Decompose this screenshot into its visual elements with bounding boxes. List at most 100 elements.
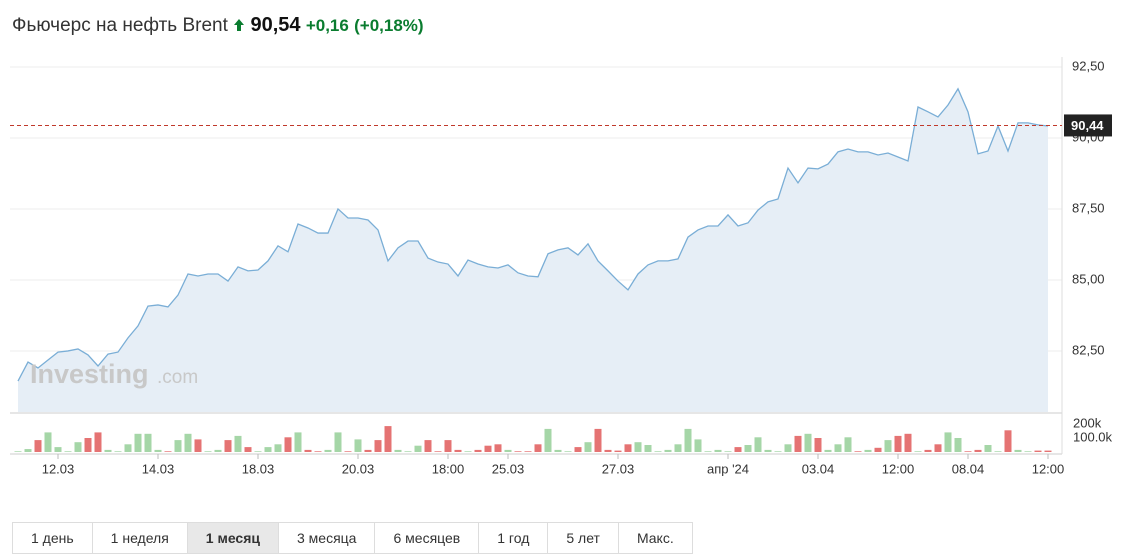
volume-tick-label: 100.0k (1073, 429, 1113, 444)
volume-bar (524, 451, 532, 452)
volume-bar (134, 433, 142, 452)
volume-bar (144, 433, 152, 452)
range-buttons: 1 день 1 неделя 1 месяц 3 месяца 6 месяцев 1 … (12, 522, 693, 554)
volume-bar (544, 428, 552, 452)
volume-bar (284, 437, 292, 452)
range-button[interactable]: 3 месяца (279, 523, 376, 553)
volume-bar (1004, 430, 1012, 452)
x-tick-label: 03.04 (802, 461, 835, 476)
volume-bar (54, 447, 62, 452)
volume-bar (1014, 449, 1022, 452)
y-tick-label: 85,00 (1072, 271, 1105, 286)
volume-bar (514, 451, 522, 452)
volume-bar (174, 440, 182, 452)
volume-bar (354, 439, 362, 452)
volume-bar (784, 444, 792, 452)
change-pct: (+0,18%) (354, 16, 424, 35)
volume-bar (954, 438, 962, 452)
price: 90,54 (250, 14, 301, 36)
x-tick-label: 12:00 (882, 461, 915, 476)
volume-bar (304, 449, 312, 452)
range-button[interactable]: 6 месяцев (375, 523, 480, 553)
volume-bar (794, 435, 802, 452)
x-tick-label: 08.04 (952, 461, 985, 476)
volume-bar (934, 444, 942, 452)
last-price-label: 90,44 (1071, 118, 1104, 133)
x-tick-label: апр '24 (707, 461, 749, 476)
header: Фьючерс на нефть Brent 90,54 +0,16 (+0,1… (12, 14, 424, 37)
price-line (17, 87, 1049, 382)
volume-bar (484, 445, 492, 452)
volume-bar (194, 439, 202, 452)
volume-bar (894, 435, 902, 452)
volume-bar (684, 428, 692, 452)
volume-bar (854, 451, 862, 452)
range-button[interactable]: 5 лет (548, 523, 619, 553)
volume-bar (124, 444, 132, 452)
x-tick-label: 27.03 (602, 461, 635, 476)
volume-bar (724, 451, 732, 452)
x-tick-label: 12:00 (1032, 461, 1065, 476)
volume-bar (154, 449, 162, 452)
volume-bar (734, 447, 742, 452)
range-button[interactable]: 1 месяц (187, 523, 279, 553)
volume-bar (104, 449, 112, 452)
volume-bar (1024, 451, 1032, 452)
volume-bar (614, 450, 622, 452)
volume-bar (254, 451, 262, 452)
last-price-box (1064, 114, 1112, 137)
range-button[interactable]: 1 неделя (93, 523, 188, 553)
change: +0,16 (305, 16, 349, 35)
y-tick-label: 82,50 (1072, 342, 1105, 357)
volume-bar (644, 445, 652, 452)
volume-bar (434, 451, 442, 452)
x-tick-label: 18:00 (432, 461, 465, 476)
volume-bar (264, 447, 272, 452)
range-button[interactable]: 1 день (13, 523, 93, 553)
volume-bar (334, 432, 342, 452)
volume-bar (964, 451, 972, 452)
range-button[interactable]: Макс. (636, 530, 674, 546)
volume-bar (974, 449, 982, 452)
volume-bar (1044, 450, 1052, 452)
volume-bar (64, 451, 72, 452)
volume-bar (384, 426, 392, 452)
volume-bar (414, 445, 422, 452)
volume-bar (754, 437, 762, 452)
volume-bar (884, 440, 892, 452)
volume-bar (204, 451, 212, 452)
volume-bar (834, 444, 842, 452)
volume-bar (824, 449, 832, 452)
volume-bar (494, 444, 502, 452)
volume-bar (624, 444, 632, 452)
volume-bar (404, 451, 412, 452)
volume-bar (944, 432, 952, 452)
volume-bar (394, 449, 402, 452)
volume-bar (374, 440, 382, 452)
volume-bar (864, 449, 872, 452)
volume-bar (874, 447, 882, 452)
volume-bar (594, 428, 602, 452)
range-button[interactable]: 1 год (479, 523, 549, 553)
volume-bar (364, 449, 372, 452)
volume-bar (84, 438, 92, 452)
title: Фьючерс на нефть Brent (12, 15, 228, 36)
y-tick-label: 87,50 (1072, 200, 1105, 215)
volume-bar (584, 442, 592, 452)
volume-bar (554, 449, 562, 452)
volume-bar (344, 451, 352, 452)
volume-bar (634, 442, 642, 452)
volume-bar (294, 432, 302, 452)
volume-bar (914, 451, 922, 452)
volume-bar (904, 433, 912, 452)
volume-bar (464, 451, 472, 452)
volume-bar (34, 440, 42, 452)
volume-bar (604, 449, 612, 452)
volume-bar (114, 451, 122, 452)
x-tick-label: 18.03 (242, 461, 275, 476)
volume-bar (214, 449, 222, 452)
x-tick-label: 14.03 (142, 461, 175, 476)
volume-bar (574, 447, 582, 452)
volume-bar (814, 438, 822, 452)
